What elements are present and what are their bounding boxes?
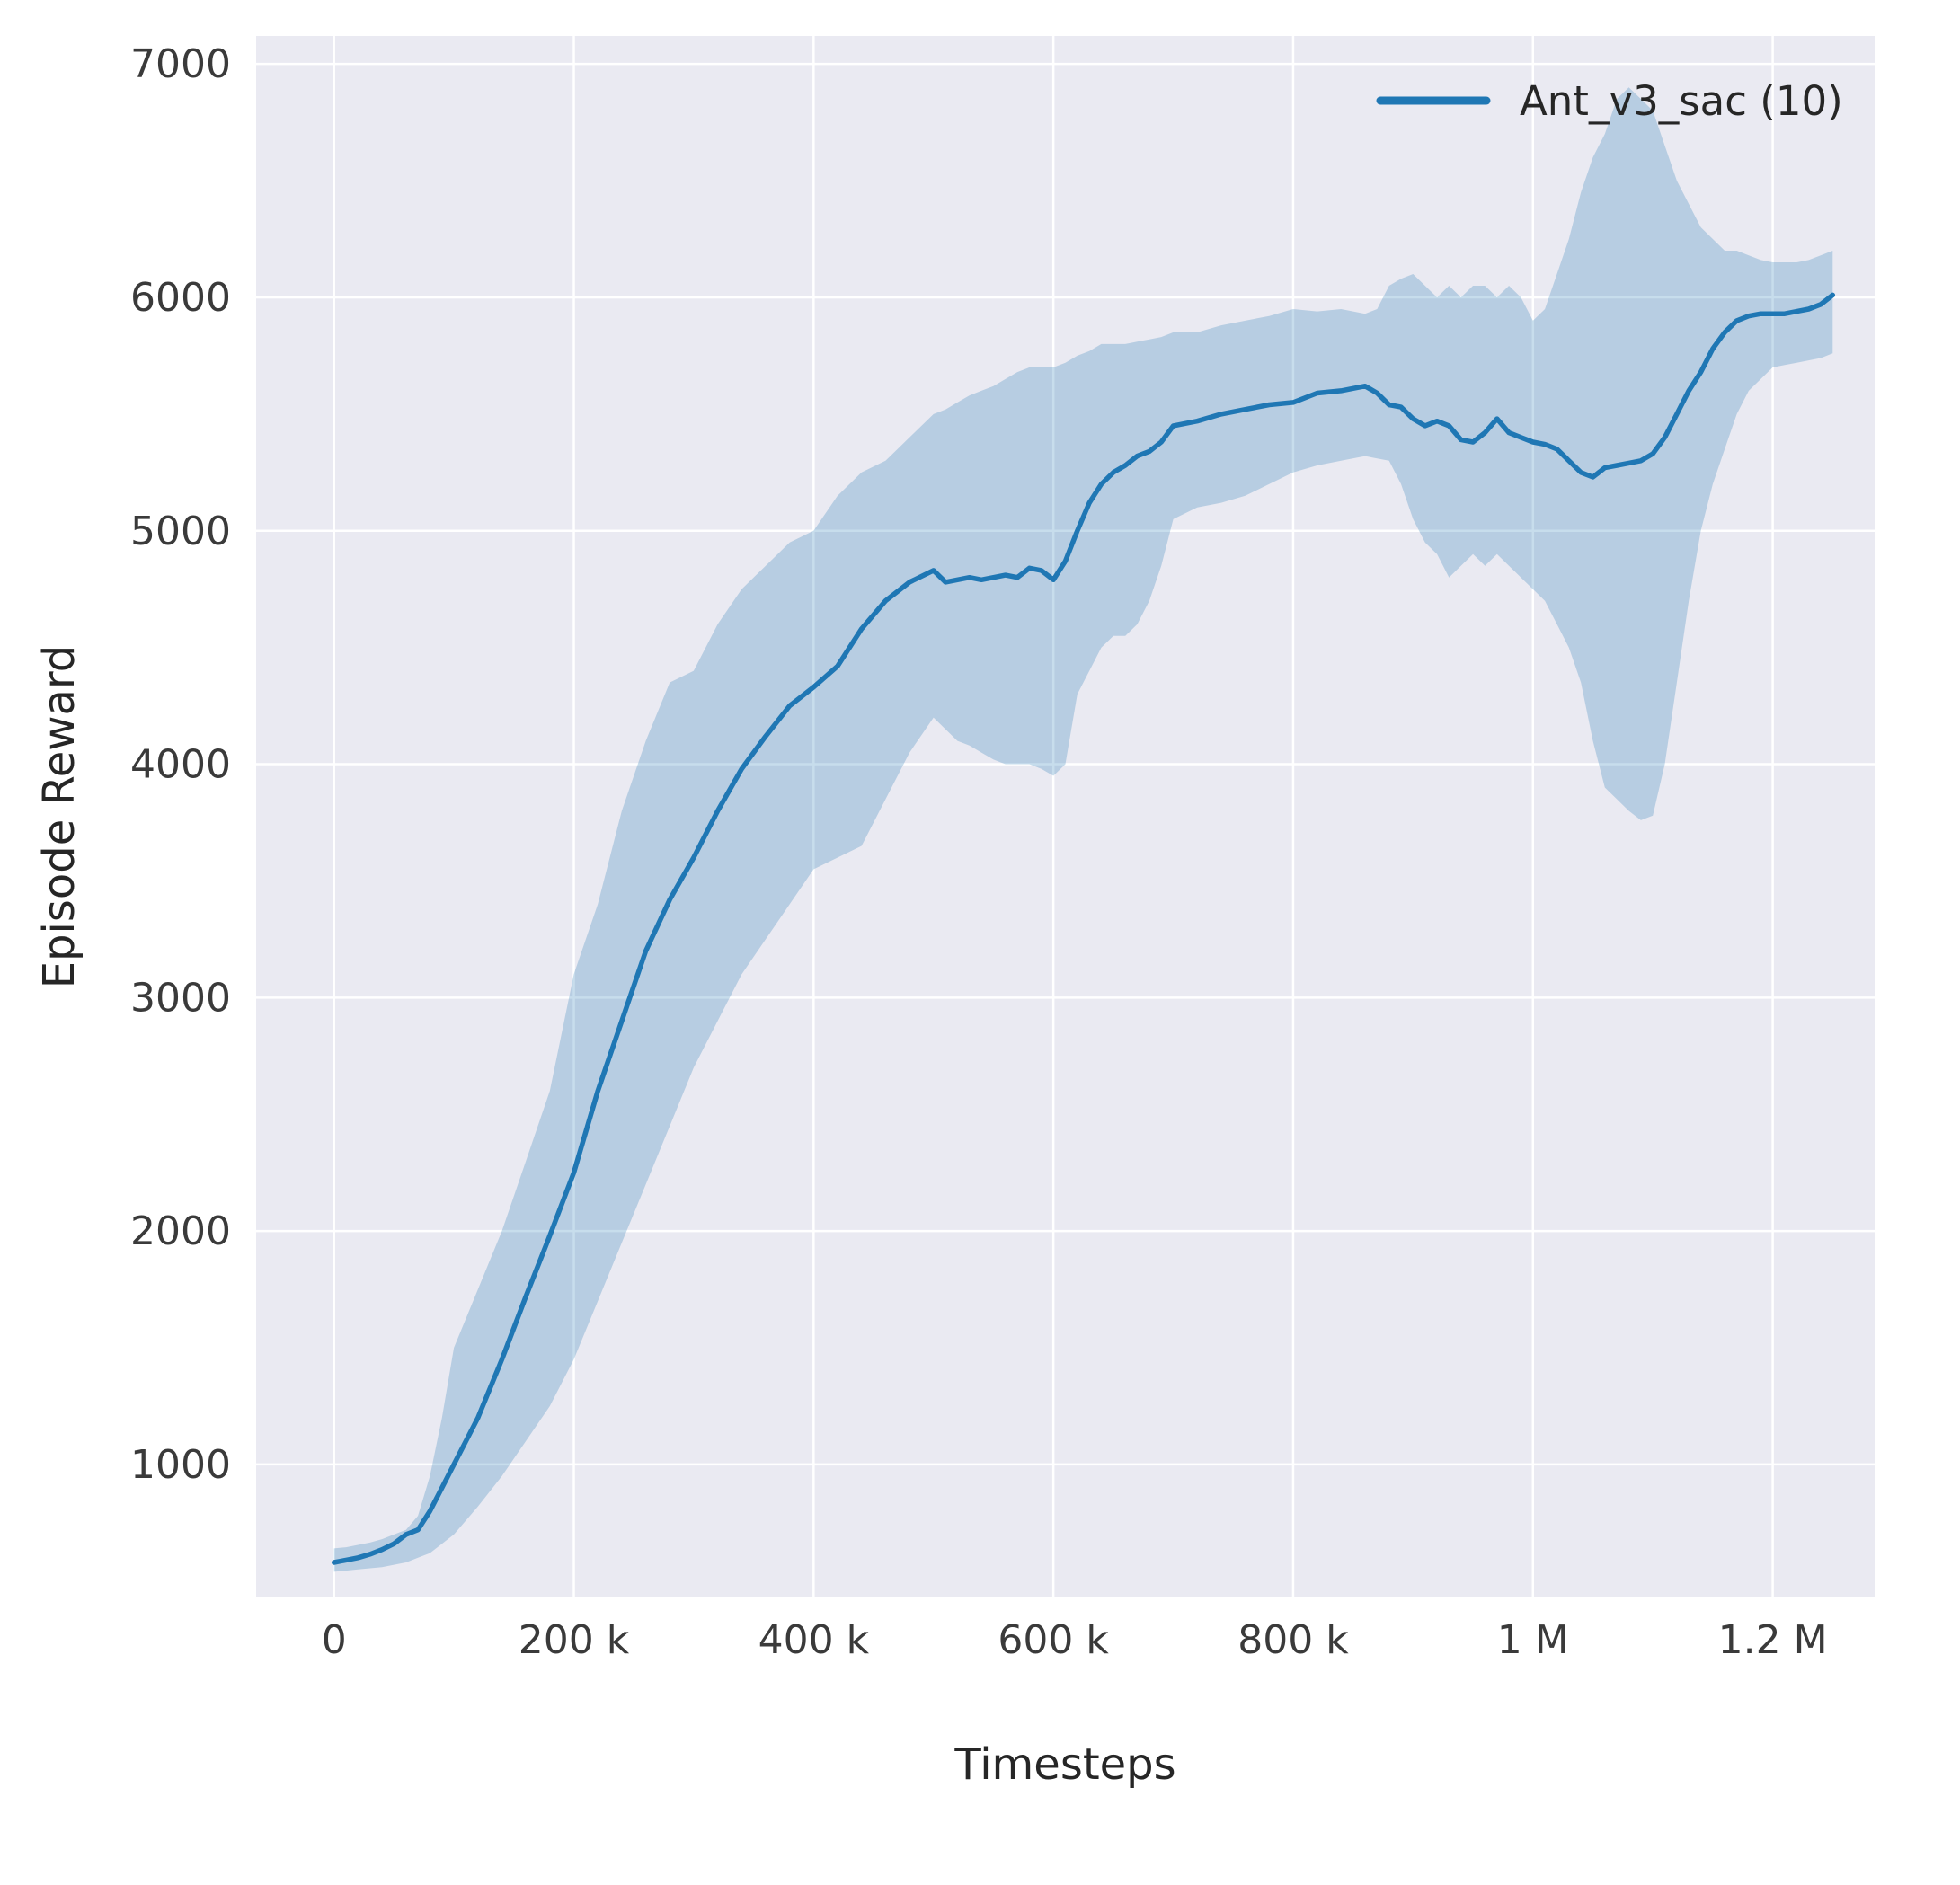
y-tick-label: 3000	[130, 975, 231, 1021]
x-tick-label: 1 M	[1497, 1617, 1569, 1663]
legend-label: Ant_v3_sac (10)	[1520, 77, 1843, 125]
y-tick-label: 7000	[130, 41, 231, 87]
y-tick-label: 2000	[130, 1208, 231, 1254]
x-tick-label: 200 k	[519, 1617, 630, 1663]
legend: Ant_v3_sac (10)	[1376, 77, 1843, 125]
y-tick-label: 5000	[130, 509, 231, 554]
plot-area	[256, 36, 1875, 1597]
x-tick-label: 1.2 M	[1718, 1617, 1828, 1663]
x-tick-label: 800 k	[1237, 1617, 1349, 1663]
x-tick-label: 0	[322, 1617, 347, 1663]
y-tick-label: 1000	[130, 1442, 231, 1488]
gridlines	[256, 36, 1875, 1597]
y-tick-label: 6000	[130, 275, 231, 321]
x-tick-label: 600 k	[998, 1617, 1109, 1663]
x-axis-label: Timesteps	[953, 1739, 1175, 1790]
y-axis-label: Episode Reward	[34, 645, 84, 989]
y-tick-label: 4000	[130, 742, 231, 788]
y-tick-labels: 1000 2000 3000 4000 5000 6000 7000	[130, 41, 231, 1488]
x-tick-label: 400 k	[758, 1617, 870, 1663]
confidence-band	[333, 87, 1833, 1572]
mean-line	[331, 292, 1836, 1565]
x-tick-labels: 0 200 k 400 k 600 k 800 k 1 M 1.2 M	[322, 1617, 1828, 1663]
